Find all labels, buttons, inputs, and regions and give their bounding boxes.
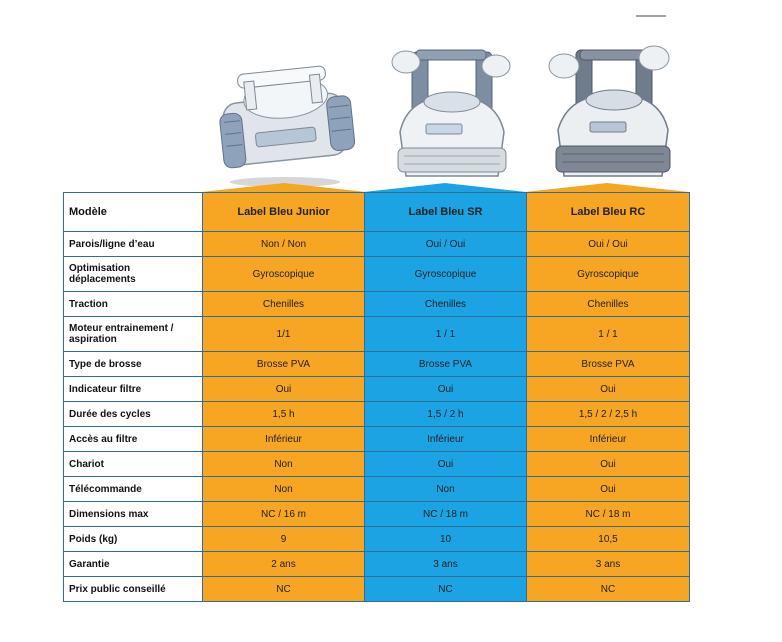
row-label: Télécommande	[63, 476, 203, 502]
row-value: Non	[364, 476, 527, 502]
robot-rc-image	[540, 0, 686, 190]
row-label: Parois/ligne d’eau	[63, 231, 203, 257]
row-value: 9	[202, 526, 365, 552]
row-value: Chenilles	[526, 291, 690, 317]
table-row: Dimensions max NC / 16 m NC / 18 m NC / 18 …	[63, 501, 690, 527]
row-label: Poids (kg)	[63, 526, 203, 552]
header-label-bleu-rc: Label Bleu RC	[526, 192, 690, 232]
row-label: Garantie	[63, 551, 203, 577]
row-value: 1/1	[202, 316, 365, 352]
row-value: 1,5 h	[202, 401, 365, 427]
row-value: Oui	[202, 376, 365, 402]
row-value: Inférieur	[202, 426, 365, 452]
row-value: NC / 18 m	[364, 501, 527, 527]
robot-sr-image	[378, 0, 524, 190]
table-row: Parois/ligne d’eau Non / Non Oui / Oui Oui …	[63, 231, 690, 257]
row-value: Oui	[364, 376, 527, 402]
row-value: 1,5 / 2 h	[364, 401, 527, 427]
table-row: Garantie 2 ans 3 ans 3 ans	[63, 551, 690, 577]
row-label: Dimensions max	[63, 501, 203, 527]
row-value: Chenilles	[364, 291, 527, 317]
table-row: Poids (kg) 9 10 10,5	[63, 526, 690, 552]
row-value: NC	[202, 576, 365, 602]
row-label: Type de brosse	[63, 351, 203, 377]
row-value: Oui	[526, 376, 690, 402]
row-label: Chariot	[63, 451, 203, 477]
table-header-row: Modèle Label Bleu Junior Label Bleu SR L…	[63, 192, 690, 232]
row-label: Indicateur filtre	[63, 376, 203, 402]
row-value: NC / 16 m	[202, 501, 365, 527]
row-value: 3 ans	[364, 551, 527, 577]
row-value: Gyroscopique	[202, 256, 365, 292]
row-value: Gyroscopique	[526, 256, 690, 292]
header-peak-rc	[525, 183, 689, 192]
row-value: 1,5 / 2 / 2,5 h	[526, 401, 690, 427]
row-value: NC / 18 m	[526, 501, 690, 527]
table-row: Moteur entrainement / aspiration 1/1 1 / 1…	[63, 316, 690, 352]
comparison-table: Modèle Label Bleu Junior Label Bleu SR L…	[63, 192, 690, 602]
table-row: Traction Chenilles Chenilles Chenilles	[63, 291, 690, 317]
robot-junior-image	[210, 0, 360, 190]
comparison-table-body: Modèle Label Bleu Junior Label Bleu SR L…	[63, 192, 690, 602]
table-row: Accès au filtre Inférieur Inférieur Inférie…	[63, 426, 690, 452]
row-value: 1 / 1	[364, 316, 527, 352]
row-value: NC	[364, 576, 527, 602]
row-value: Non	[202, 451, 365, 477]
row-value: Inférieur	[526, 426, 690, 452]
row-value: Brosse PVA	[526, 351, 690, 377]
header-peak-junior	[202, 183, 366, 192]
decorative-dash	[636, 15, 666, 17]
row-value: Gyroscopique	[364, 256, 527, 292]
row-label: Optimisation déplacements	[63, 256, 203, 292]
table-row: Chariot Non Oui Oui	[63, 451, 690, 477]
row-value: NC	[526, 576, 690, 602]
table-row: Type de brosse Brosse PVA Brosse PVA Brosse…	[63, 351, 690, 377]
table-row: Optimisation déplacements Gyroscopique Gyr…	[63, 256, 690, 292]
row-label: Durée des cycles	[63, 401, 203, 427]
header-label-bleu-sr: Label Bleu SR	[364, 192, 527, 232]
row-value: Non	[202, 476, 365, 502]
header-peak-sr	[364, 183, 526, 192]
table-row: Télécommande Non Non Oui	[63, 476, 690, 502]
row-value: 2 ans	[202, 551, 365, 577]
row-label: Traction	[63, 291, 203, 317]
row-value: Brosse PVA	[364, 351, 527, 377]
row-value: Oui	[526, 476, 690, 502]
row-value: 10,5	[526, 526, 690, 552]
row-value: Oui / Oui	[526, 231, 690, 257]
row-label: Moteur entrainement / aspiration	[63, 316, 203, 352]
header-label-bleu-junior: Label Bleu Junior	[202, 192, 365, 232]
row-label: Accès au filtre	[63, 426, 203, 452]
table-row: Durée des cycles 1,5 h 1,5 / 2 h 1,5 / 2 / …	[63, 401, 690, 427]
row-value: Inférieur	[364, 426, 527, 452]
row-value: Brosse PVA	[202, 351, 365, 377]
row-value: 10	[364, 526, 527, 552]
row-label: Prix public conseillé	[63, 576, 203, 602]
row-value: Oui	[526, 451, 690, 477]
table-row: Prix public conseillé NC NC NC	[63, 576, 690, 602]
row-value: Oui	[364, 451, 527, 477]
row-value: Non / Non	[202, 231, 365, 257]
row-value: Oui / Oui	[364, 231, 527, 257]
table-row: Indicateur filtre Oui Oui Oui	[63, 376, 690, 402]
row-value: Chenilles	[202, 291, 365, 317]
row-value: 3 ans	[526, 551, 690, 577]
row-value: 1 / 1	[526, 316, 690, 352]
header-model-label: Modèle	[63, 192, 203, 232]
